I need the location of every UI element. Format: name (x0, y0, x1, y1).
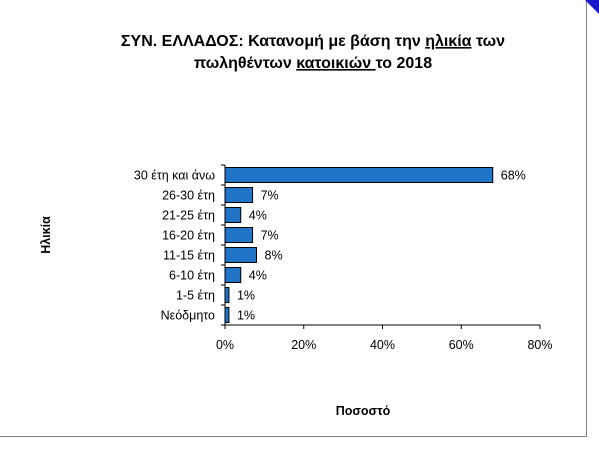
data-label: 68% (501, 169, 526, 183)
chart-title-line2: πωληθέντων κατοικιών το 2018 (194, 55, 432, 72)
x-tick-label: 80% (527, 338, 552, 352)
x-axis-title: Ποσοστό (336, 404, 391, 418)
chart-frame (0, 0, 587, 437)
data-label: 1% (237, 309, 255, 323)
x-tick-label: 60% (449, 338, 474, 352)
category-label: 11-15 έτη (163, 249, 215, 263)
category-label: 21-25 έτη (162, 209, 215, 223)
bar (224, 187, 254, 203)
data-label: 4% (249, 269, 267, 283)
category-label: 30 έτη και άνω (134, 169, 215, 183)
bar (224, 247, 257, 263)
y-axis-title: Ηλικία (39, 216, 53, 254)
data-label: 8% (265, 249, 283, 263)
bar (224, 267, 242, 283)
x-tick-label: 40% (370, 338, 395, 352)
data-label: 4% (249, 209, 267, 223)
bar (224, 167, 494, 183)
data-label: 7% (261, 189, 279, 203)
category-label: 26-30 έτη (162, 189, 215, 203)
category-label: 6-10 έτη (169, 269, 215, 283)
data-label: 1% (237, 289, 255, 303)
bar (224, 307, 230, 323)
chart-title-line1: ΣΥΝ. ΕΛΛΑΔΟΣ: Κατανομή με βάση την ηλικί… (121, 33, 505, 50)
bar (224, 207, 242, 223)
bar (224, 227, 254, 243)
category-label: Νεόδμητο (161, 309, 215, 323)
corner-marker (585, 0, 599, 14)
x-tick-label: 0% (216, 338, 234, 352)
category-label: 16-20 έτη (162, 229, 215, 243)
x-tick-label: 20% (291, 338, 316, 352)
bar (224, 287, 230, 303)
category-label: 1-5 έτη (176, 289, 215, 303)
data-label: 7% (261, 229, 279, 243)
plot-area: 0% 20% 40% 60% 80% 30 έτη και άνω 68% 26-30 έτη… (134, 164, 553, 352)
